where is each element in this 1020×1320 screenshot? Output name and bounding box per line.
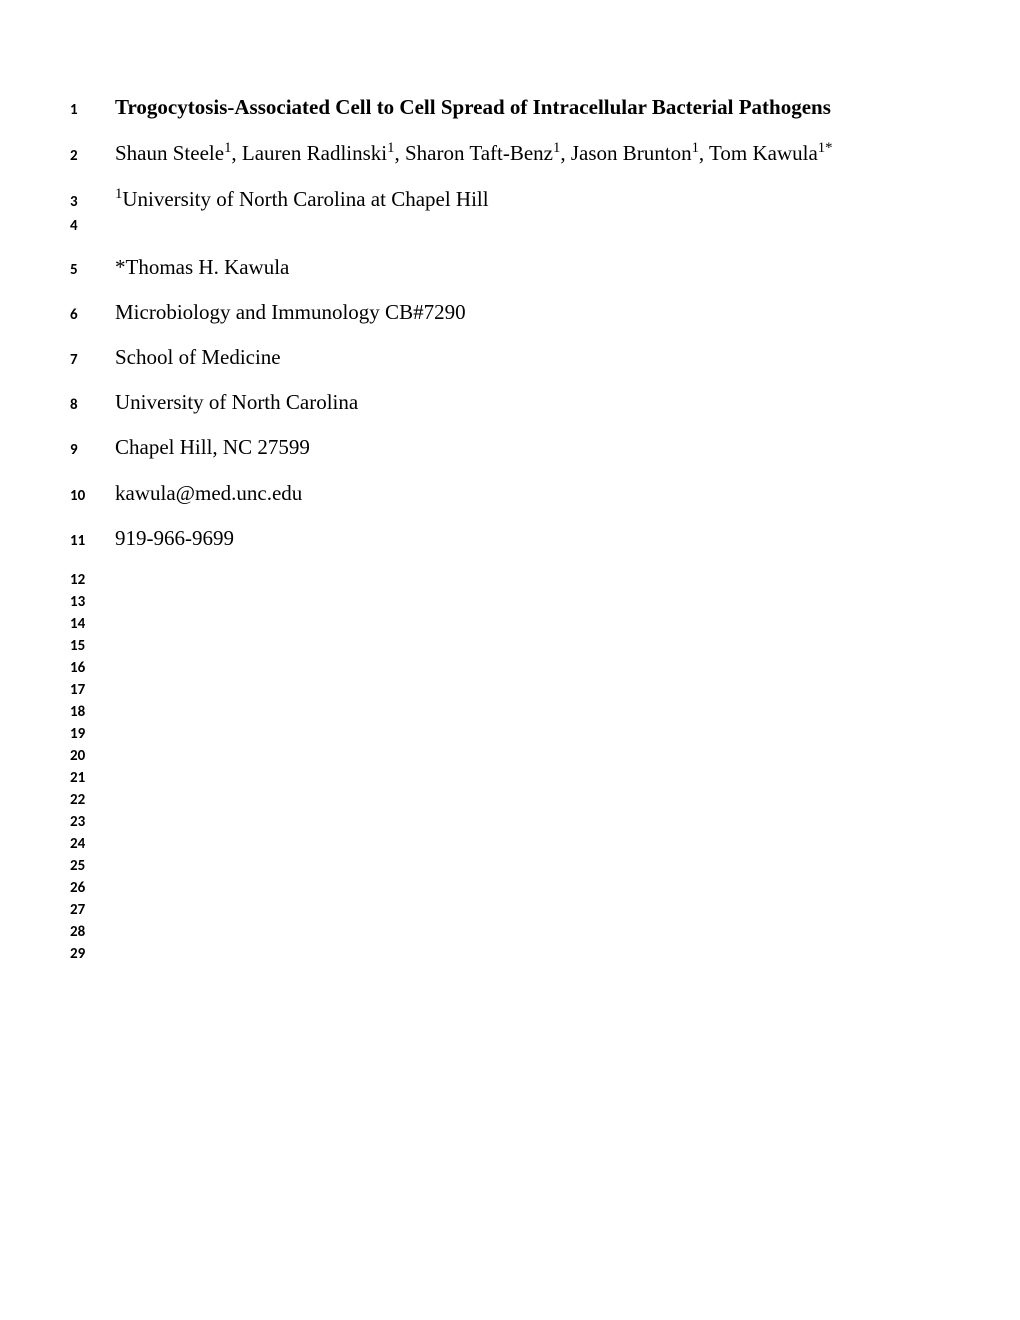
line-number: 27 (70, 901, 115, 919)
line-number: 8 (70, 396, 115, 414)
line-23: 23 (70, 813, 920, 831)
line-20: 20 (70, 747, 920, 765)
corresponding-author: *Thomas H. Kawula (115, 255, 289, 280)
city-zip: Chapel Hill, NC 27599 (115, 435, 310, 460)
line-number: 20 (70, 747, 115, 765)
line-number: 14 (70, 615, 115, 633)
line-16: 16 (70, 659, 920, 677)
line-12: 12 (70, 571, 920, 589)
line-28: 28 (70, 923, 920, 941)
line-number: 3 (70, 193, 115, 211)
line-number: 13 (70, 593, 115, 611)
line-number: 1 (70, 101, 115, 119)
phone: 919-966-9699 (115, 526, 234, 551)
line-number: 2 (70, 147, 115, 165)
line-2: 2 Shaun Steele1, Lauren Radlinski1, Shar… (70, 140, 920, 166)
line-24: 24 (70, 835, 920, 853)
line-7: 7 School of Medicine (70, 345, 920, 370)
line-number: 29 (70, 945, 115, 963)
university: University of North Carolina (115, 390, 358, 415)
line-4: 4 (70, 217, 920, 235)
line-number: 18 (70, 703, 115, 721)
affiliation-text: 1University of North Carolina at Chapel … (115, 186, 489, 212)
line-number: 26 (70, 879, 115, 897)
line-number: 5 (70, 261, 115, 279)
line-number: 28 (70, 923, 115, 941)
line-number: 16 (70, 659, 115, 677)
department: Microbiology and Immunology CB#7290 (115, 300, 466, 325)
line-number: 12 (70, 571, 115, 589)
line-17: 17 (70, 681, 920, 699)
line-11: 11 919-966-9699 (70, 526, 920, 551)
line-number: 21 (70, 769, 115, 787)
authors-text: Shaun Steele1, Lauren Radlinski1, Sharon… (115, 140, 832, 166)
line-number: 11 (70, 532, 115, 550)
line-number: 24 (70, 835, 115, 853)
manuscript-page: 1 Trogocytosis-Associated Cell to Cell S… (0, 0, 1020, 1067)
line-number: 17 (70, 681, 115, 699)
line-9: 9 Chapel Hill, NC 27599 (70, 435, 920, 460)
line-15: 15 (70, 637, 920, 655)
line-25: 25 (70, 857, 920, 875)
line-8: 8 University of North Carolina (70, 390, 920, 415)
line-number: 25 (70, 857, 115, 875)
line-number: 6 (70, 306, 115, 324)
line-19: 19 (70, 725, 920, 743)
line-21: 21 (70, 769, 920, 787)
line-number: 19 (70, 725, 115, 743)
title-text: Trogocytosis-Associated Cell to Cell Spr… (115, 95, 831, 120)
line-22: 22 (70, 791, 920, 809)
line-13: 13 (70, 593, 920, 611)
line-27: 27 (70, 901, 920, 919)
line-29: 29 (70, 945, 920, 963)
line-10: 10 kawula@med.unc.edu (70, 481, 920, 506)
line-number: 10 (70, 487, 115, 505)
line-3: 3 1University of North Carolina at Chape… (70, 186, 920, 212)
line-number: 22 (70, 791, 115, 809)
line-number: 23 (70, 813, 115, 831)
line-number: 7 (70, 351, 115, 369)
line-14: 14 (70, 615, 920, 633)
line-5: 5 *Thomas H. Kawula (70, 255, 920, 280)
line-1: 1 Trogocytosis-Associated Cell to Cell S… (70, 95, 920, 120)
line-number: 15 (70, 637, 115, 655)
school: School of Medicine (115, 345, 281, 370)
line-6: 6 Microbiology and Immunology CB#7290 (70, 300, 920, 325)
line-26: 26 (70, 879, 920, 897)
email: kawula@med.unc.edu (115, 481, 302, 506)
line-number: 4 (70, 217, 115, 235)
line-18: 18 (70, 703, 920, 721)
line-number: 9 (70, 441, 115, 459)
